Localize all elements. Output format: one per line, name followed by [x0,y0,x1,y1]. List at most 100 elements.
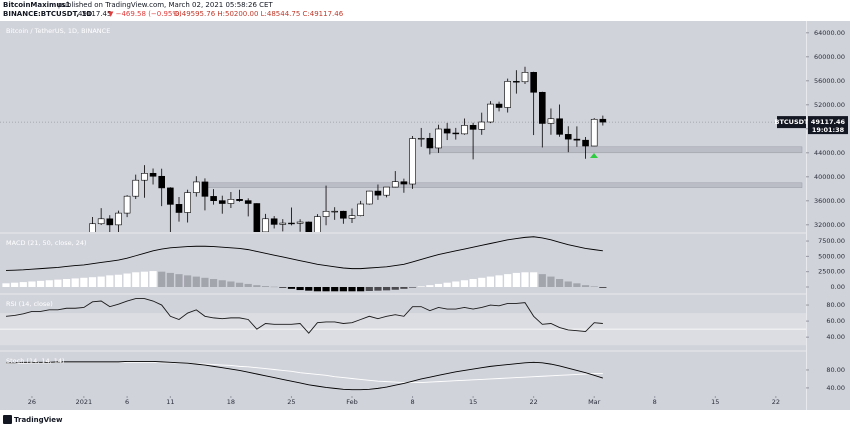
histogram-bar [400,286,408,289]
histogram-bar [62,279,71,287]
candle-body [513,81,520,83]
candle-body [167,187,174,205]
histogram-bar [97,276,105,287]
y-tick-label: 64000.00 [814,29,845,37]
histogram-bar [227,281,235,287]
candle-body [305,221,313,232]
x-tick-label: Feb [346,398,358,406]
candle-body [262,218,269,232]
price-tag-countdown: 19:01:38 [812,126,845,134]
candle-body [383,186,390,196]
candle-body [89,223,96,232]
x-tick-label: 8 [653,398,657,406]
histogram-bar [313,286,321,292]
y-tick-label: 5000.00 [818,252,845,260]
x-tick-label: 6 [125,398,129,406]
histogram-bar [71,278,79,287]
candle-body [582,139,589,147]
y-tick-label: 40000.00 [814,173,845,181]
histogram-bar [296,286,304,291]
candle-body [314,216,321,232]
y-tick-label: 36000.00 [814,197,845,205]
zone [204,182,803,188]
candle-body [132,179,140,197]
histogram-bar [426,285,434,287]
zone [429,146,803,154]
histogram-bar [201,277,209,287]
symbol-tag [777,116,806,129]
candle-body [322,210,330,217]
candle-body [244,200,252,204]
histogram-bar [270,286,278,288]
x-tick-label: 26 [28,398,36,406]
candle-body [175,204,183,213]
histogram-bar [261,286,270,287]
histogram-bar [374,286,382,291]
histogram-bar [54,279,62,287]
macd-line [5,236,603,271]
price-tag [808,116,848,135]
pane [5,360,603,391]
histogram-bar [88,277,97,287]
indicator-line [6,360,603,391]
histogram-bar [383,286,391,291]
symbol-tag-text: BTCUSDT [775,118,810,126]
candle-body [478,121,486,130]
logo-icon [3,415,12,424]
histogram-bar [279,286,287,288]
candle-body [504,81,512,108]
pane [2,236,607,292]
pane-title: MACD (21, 50, close, 24) [6,239,87,247]
y-tick-label: 60.00 [826,317,845,325]
y-tick-label: 80.00 [826,366,845,374]
logo: TradingView [3,415,63,424]
histogram-bar [184,275,192,287]
histogram-bar [28,281,36,287]
candle-body [296,221,304,224]
histogram-bar [486,276,494,287]
histogram-bar [305,286,313,291]
histogram-bar [166,272,174,287]
histogram-bar [478,277,486,287]
histogram-bar [556,279,564,287]
y-tick-label: 2500.00 [818,268,845,276]
histogram-bar [45,280,53,287]
y-tick-label: 60000.00 [814,53,845,61]
histogram-bar [11,282,19,287]
candle-body [340,210,347,219]
histogram-bar [235,282,244,287]
y-tick-label: 40.00 [826,333,845,341]
histogram-bar [599,286,607,288]
candle-body [590,118,598,147]
candle-body [279,222,287,225]
histogram-bar [365,286,373,291]
histogram-bar [408,286,417,288]
candle-body [469,125,477,130]
histogram-bar [2,283,10,287]
x-tick-label: 25 [287,398,295,406]
candle-body [400,181,408,185]
signal-marker [590,153,598,158]
histogram-bar [218,280,226,287]
candle-body [115,212,122,226]
candle-body [331,210,339,213]
x-tick-label: 11 [166,398,174,406]
candle-body [556,118,563,135]
candle-body [599,118,607,123]
y-tick-label: 44000.00 [814,149,845,157]
candle-body [357,203,364,216]
header-change: ▼ −469.58 (−0.95%) [108,10,182,18]
y-tick-label: 52000.00 [814,101,845,109]
histogram-bar [348,286,356,292]
y-tick-label: 7500.00 [818,237,845,245]
candle-body [365,190,373,205]
pane-title: RSI (14, close) [6,300,53,308]
histogram-bar [123,273,131,287]
candle-body [391,181,399,188]
histogram-bar [443,282,451,287]
x-tick-label: 2021 [76,398,93,406]
histogram-bar [80,277,88,287]
candle-body [443,128,451,134]
histogram-bar [495,275,503,287]
